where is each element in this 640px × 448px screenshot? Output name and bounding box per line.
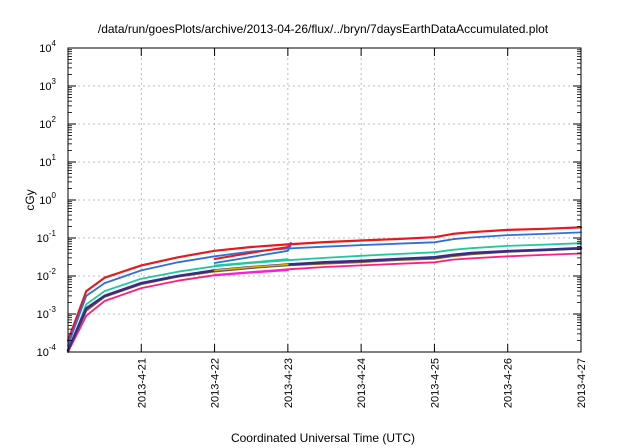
grid (68, 48, 581, 352)
series-line (67, 242, 582, 353)
series-line (213, 268, 290, 277)
x-tick-label: 2013-4-24 (356, 358, 368, 408)
y-tick-label: 104 (39, 39, 56, 55)
y-axis-label: cGy (23, 189, 37, 210)
series-line (213, 244, 292, 264)
series-line (213, 242, 292, 260)
series-line (67, 252, 582, 353)
x-tick-label: 2013-4-27 (576, 358, 588, 408)
x-tick-label: 2013-4-25 (429, 358, 441, 408)
series-line (66, 246, 583, 352)
y-tick-label: 10-3 (37, 305, 57, 321)
y-tick-label: 102 (39, 115, 56, 131)
x-tick-label: 2013-4-21 (136, 358, 148, 408)
series-line (67, 231, 582, 347)
series-lines (66, 226, 583, 353)
x-tick-label: 2013-4-22 (210, 358, 222, 408)
y-tick-label: 10-1 (37, 229, 57, 245)
series-line (66, 226, 583, 342)
y-tick-label: 10-2 (37, 267, 57, 283)
y-tick-label: 101 (39, 153, 56, 169)
axis-ticks (68, 47, 582, 353)
series-line (213, 263, 289, 272)
y-tick-label: 100 (39, 191, 56, 207)
y-tick-labels: 10-4 10-3 10-2 10-1 100 101 102 103 104 (37, 39, 57, 359)
x-axis-label: Coordinated Universal Time (UTC) (231, 431, 415, 445)
y-tick-label: 103 (39, 77, 56, 93)
x-tick-label: 2013-4-26 (503, 358, 515, 408)
x-tick-label: 2013-4-23 (283, 358, 295, 408)
x-tick-labels: 2013-4-21 2013-4-22 2013-4-23 2013-4-24 2013… (136, 358, 588, 408)
y-tick-label: 10-4 (37, 343, 57, 359)
chart-title: /data/run/goesPlots/archive/2013-04-26/f… (98, 22, 549, 36)
series-line (213, 258, 289, 267)
